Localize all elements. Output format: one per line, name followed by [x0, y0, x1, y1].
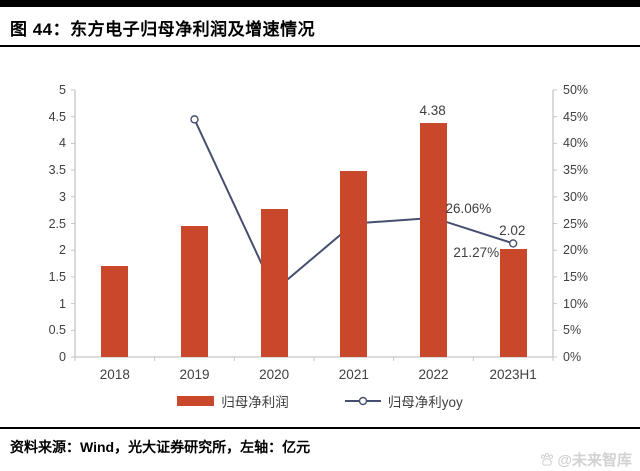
legend-label: 归母净利yoy	[387, 395, 463, 410]
bar-2022	[420, 123, 447, 357]
legend-bar-swatch	[177, 396, 215, 406]
left-axis-tick-label: 5	[59, 83, 66, 97]
yoy-marker-2023H1	[508, 239, 518, 248]
right-axis-tick-label: 40%	[563, 136, 589, 151]
title-divider	[0, 45, 640, 47]
right-axis-tick-label: 50%	[563, 83, 589, 97]
bar-value-label-2023H1: 2.02	[499, 223, 526, 239]
left-axis-tick-label: 2.5	[48, 216, 66, 231]
watermark-text: @未来智库	[557, 452, 632, 469]
chart-legend: 归母净利润 归母净利yoy	[0, 391, 640, 411]
left-axis-tick-label: 0.5	[48, 323, 66, 338]
left-axis-tick-label: 0	[59, 350, 66, 364]
right-axis-tick-label: 35%	[563, 163, 589, 178]
yoy-value-label-2023H1: 21.27%	[453, 245, 500, 261]
right-axis-tick-label: 5%	[563, 323, 582, 338]
figure-header: 图 44：东方电子归母净利润及增速情况	[0, 7, 640, 45]
right-axis-tick-label: 45%	[563, 109, 589, 124]
left-axis-tick-label: 3.5	[48, 163, 66, 178]
legend-label: 归母净利润	[221, 395, 289, 410]
bar-2019	[181, 226, 208, 357]
footer-divider	[0, 427, 640, 429]
left-axis-tick-label: 1.5	[48, 269, 66, 284]
legend-item-bar: 归母净利润	[177, 391, 289, 411]
left-axis-tick-label: 4.5	[48, 109, 66, 124]
left-axis-tick-label: 1	[59, 296, 66, 311]
source-note: 资料来源：Wind，光大证券研究所，左轴：亿元	[10, 439, 311, 455]
figure-title: 图 44：东方电子归母净利润及增速情况	[10, 20, 316, 39]
right-axis-tick-label: 15%	[563, 269, 589, 284]
x-axis-category-label: 2018	[99, 367, 130, 382]
watermark: @未来智库	[539, 449, 632, 470]
combo-chart: 归母净利润 归母净利yoy 5 4.5 4 3.5 3 2.5 2 1.5 1 0.5 0 50% 45%…	[0, 47, 640, 427]
bar-2018	[101, 266, 129, 357]
left-axis-tick-label: 3	[59, 189, 66, 204]
right-axis-tick-label: 10%	[563, 296, 589, 311]
bar-2023H1	[499, 249, 527, 357]
left-axis-tick-label: 4	[59, 136, 66, 151]
x-axis-category-label: 2019	[179, 367, 210, 382]
right-axis-tick-label: 25%	[563, 216, 589, 231]
x-axis-category-label: 2021	[338, 367, 369, 382]
right-axis-tick-label: 30%	[563, 189, 589, 204]
bar-2020	[260, 209, 288, 357]
x-axis-category-label: 2023H1	[489, 367, 537, 382]
x-axis-category-label: 2020	[259, 367, 290, 382]
yoy-marker-2019	[190, 115, 199, 124]
bar-2021	[340, 171, 368, 357]
right-axis-tick-label: 0%	[563, 350, 582, 364]
paw-icon	[541, 452, 554, 466]
legend-item-line: 归母净利yoy	[344, 391, 463, 411]
top-black-bar	[0, 0, 640, 7]
x-axis-category-label: 2022	[418, 367, 449, 382]
yoy-value-label-2022: 26.06%	[445, 200, 492, 216]
bar-value-label-2022: 4.38	[419, 103, 446, 119]
legend-line-swatch	[344, 396, 381, 406]
figure-footer: 资料来源：Wind，光大证券研究所，左轴：亿元 @未来智库	[0, 429, 640, 471]
left-axis-tick-label: 2	[59, 243, 66, 258]
right-axis-tick-label: 20%	[563, 243, 589, 258]
